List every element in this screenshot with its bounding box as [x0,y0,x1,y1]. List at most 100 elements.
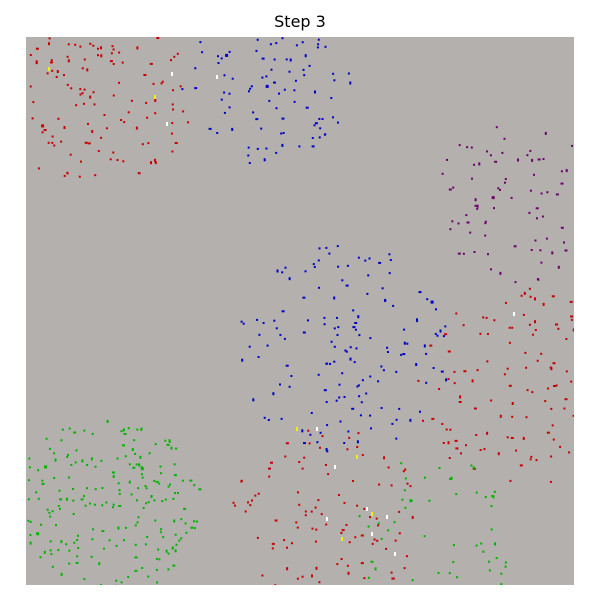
red-particle [549,366,552,369]
red-particle [66,55,69,58]
purple-particle [473,163,476,166]
green-particle [76,539,79,541]
red-particle [508,326,511,329]
blue-particle [312,263,315,266]
green-particle [166,443,170,446]
purple-particle [540,192,543,195]
red-particle [398,532,401,535]
red-particle [544,400,547,403]
blue-particle [241,358,244,362]
red-particle [112,94,115,97]
blue-particle [381,287,384,290]
red-particle [170,59,172,62]
green-particle [57,505,60,507]
blue-particle [303,74,306,77]
purple-particle [533,173,535,176]
blue-particle [432,367,435,369]
red-particle [348,541,351,544]
red-particle [483,448,486,451]
red-particle [97,150,100,152]
green-particle [159,531,162,534]
red-particle [37,167,40,170]
blue-particle [358,334,361,337]
green-particle [153,479,156,482]
red-particle [376,539,379,542]
green-particle [140,467,144,471]
blue-particle [319,127,322,130]
green-particle [448,572,451,575]
green-particle [72,513,75,515]
red-particle [271,547,274,550]
green-particle [134,543,137,546]
green-particle [37,469,40,472]
red-particle [268,475,271,478]
green-particle [172,497,175,500]
red-particle [51,141,54,144]
purple-particle [484,222,487,225]
blue-particle [436,334,439,337]
blue-particle [261,76,264,79]
purple-particle [451,220,454,223]
red-particle [29,85,32,88]
red-particle [453,382,456,385]
red-particle [429,344,433,347]
red-particle [182,110,185,113]
blue-particle [328,252,331,255]
red-particle [346,564,349,567]
green-particle [136,428,139,431]
green-particle [60,540,63,544]
red-particle [32,101,35,104]
green-particle [120,430,123,433]
green-particle [57,549,60,551]
red-particle [118,51,121,54]
red-particle [534,297,536,301]
green-particle [158,558,161,561]
blue-particle [357,256,360,259]
green-particle [184,522,187,525]
red-particle [569,300,573,303]
blue-particle [323,389,327,392]
red-particle [534,329,537,331]
green-particle [36,532,40,536]
blue-particle [314,122,318,125]
green-particle [147,501,150,504]
blue-particle [304,270,307,273]
red-particle [286,546,288,549]
red-particle [179,85,182,88]
blue-particle [388,272,391,275]
red-particle [116,159,119,161]
red-particle [490,399,493,402]
blue-particle [353,361,356,364]
purple-particle [458,144,461,147]
blue-particle [352,309,355,312]
green-particle [155,568,158,571]
blue-particle [266,344,269,347]
blue-particle [392,304,395,307]
green-particle [46,508,49,511]
red-particle [35,60,38,64]
purple-particle [487,253,489,256]
green-particle [112,475,115,478]
blue-particle [425,381,428,384]
green-particle [484,496,487,498]
green-particle [169,483,171,486]
red-particle [405,555,408,558]
red-particle [479,332,482,335]
red-particle [274,584,277,585]
green-particle [138,463,141,466]
red-particle [48,42,50,46]
purple-particle [504,181,506,184]
red-particle [105,127,108,130]
red-particle [390,484,393,487]
blue-particle [293,100,296,103]
red-particle [394,539,397,542]
green-particle [91,538,94,541]
blue-particle [330,340,333,343]
green-particle [72,488,75,490]
red-particle [41,124,45,128]
blue-particle [332,116,334,119]
red-particle [172,89,174,92]
red-particle [325,464,327,466]
red-particle [121,61,124,64]
blue-particle [316,441,319,444]
